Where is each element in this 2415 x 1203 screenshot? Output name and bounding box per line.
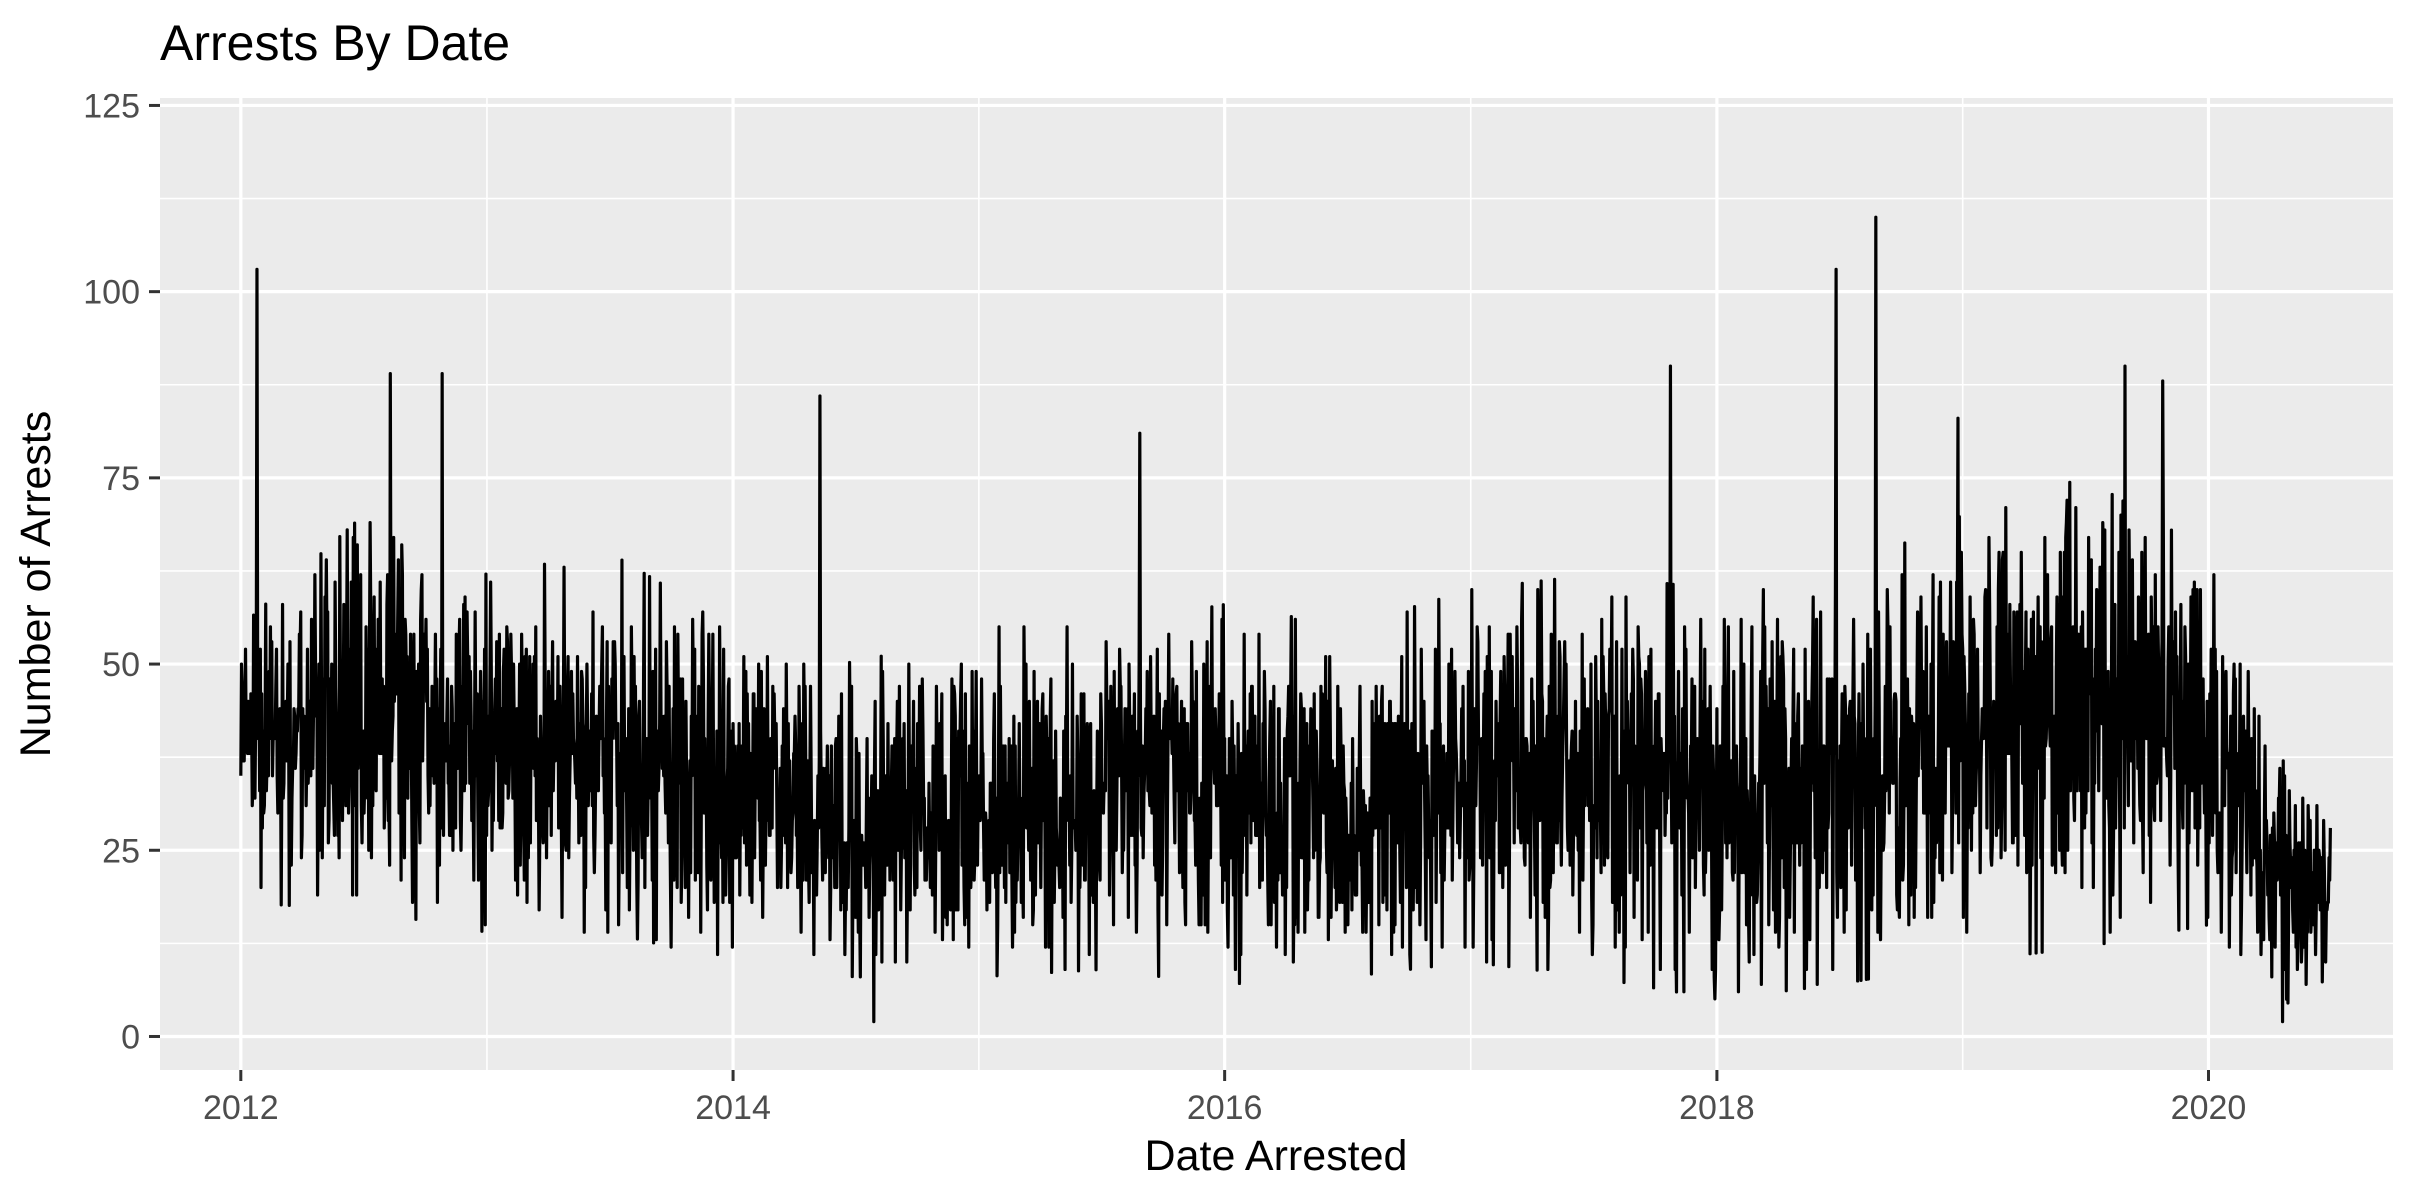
y-tick-label: 0 xyxy=(121,1018,140,1056)
x-tick-label: 2012 xyxy=(203,1089,279,1127)
y-tick-label: 75 xyxy=(102,460,140,498)
data-series xyxy=(239,215,2332,1024)
x-tick-label: 2016 xyxy=(1187,1089,1263,1127)
x-tick-label: 2014 xyxy=(695,1089,771,1127)
x-tick-label: 2018 xyxy=(1679,1089,1755,1127)
x-tick-label: 2020 xyxy=(2171,1089,2247,1127)
series-line xyxy=(239,215,2332,1024)
axes: 0 25 50 75 100 125 2012 2014 2016 2018 2020 xyxy=(83,87,2246,1127)
y-axis-title: Number of Arrests xyxy=(12,411,60,758)
y-tick-label: 125 xyxy=(83,87,140,125)
y-tick-label: 25 xyxy=(102,832,140,870)
y-tick-label: 50 xyxy=(102,646,140,684)
x-axis-title: Date Arrested xyxy=(1145,1132,1408,1180)
y-tick-label: 100 xyxy=(83,274,140,312)
chart-title: Arrests By Date xyxy=(160,15,510,71)
